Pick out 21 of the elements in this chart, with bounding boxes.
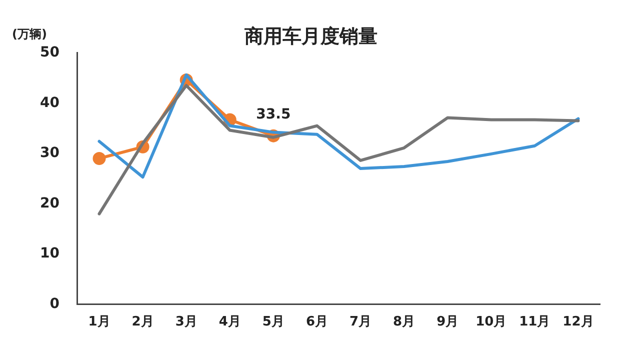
x-tick-label: 5月 [262,314,284,330]
y-axis-title: (万辆) [12,26,47,41]
x-tick-label: 4月 [218,314,241,330]
x-tick-label: 11月 [519,314,550,330]
x-tick-label: 3月 [175,314,198,330]
x-tick-label: 10月 [476,314,507,330]
x-tick-label: 1月 [88,314,110,330]
x-tick-label: 6月 [306,314,328,330]
x-tick-label: 8月 [393,314,416,330]
y-tick-label: 30 [40,145,60,162]
chart-title: 商用车月度销量 [244,25,378,48]
data-label: 33.5 [256,106,291,122]
y-tick-label: 20 [40,195,60,212]
y-tick-label: 50 [40,44,60,60]
x-tick-label: 9月 [436,314,459,330]
x-tick-label: 2月 [132,314,154,330]
x-tick-label: 12月 [562,314,594,330]
y-tick-label: 40 [40,94,60,111]
y-tick-label: 10 [40,246,60,262]
y-tick-label: 0 [50,296,60,312]
x-tick-label: 7月 [349,314,372,330]
